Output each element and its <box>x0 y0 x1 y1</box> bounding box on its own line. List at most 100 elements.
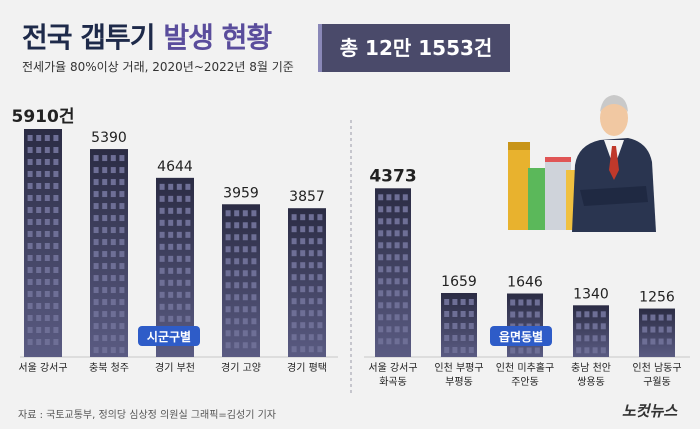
bar-window <box>378 206 384 213</box>
bar-window <box>291 250 297 257</box>
bar-window <box>518 299 524 306</box>
bar-window <box>185 291 191 298</box>
bar-window <box>468 310 474 317</box>
category-label: 충북 청주 <box>89 362 129 374</box>
bar-window <box>27 231 33 237</box>
bar-window <box>402 254 408 261</box>
bar-window <box>468 334 474 341</box>
bar-window <box>102 287 108 294</box>
bar-window <box>291 274 297 281</box>
bar-window <box>300 322 306 329</box>
bar-window <box>378 230 384 237</box>
bar-window <box>402 278 408 285</box>
bar-window <box>93 275 99 282</box>
bar-window <box>27 255 33 261</box>
face <box>600 100 628 136</box>
bar-window <box>402 314 408 321</box>
bar-window <box>650 326 656 333</box>
bar-window <box>102 347 108 354</box>
bar-window <box>460 310 466 317</box>
value-label: 1340 <box>573 286 609 302</box>
building-yellow <box>508 148 530 230</box>
bar-window <box>168 291 174 298</box>
bar-window <box>159 183 165 190</box>
building-yellow-roof <box>508 142 530 150</box>
bar-window <box>234 258 240 265</box>
bar-window <box>317 322 323 329</box>
bar-window <box>44 303 50 309</box>
bar-window <box>185 219 191 226</box>
bar-window <box>242 258 248 265</box>
bar-window <box>291 214 297 221</box>
bar-window <box>225 342 231 349</box>
bar-window <box>27 135 33 141</box>
bar-window <box>291 262 297 269</box>
bar-window <box>44 243 50 249</box>
category-label: 경기 고양 <box>221 361 261 374</box>
bar-window <box>510 347 516 354</box>
bar-window <box>225 330 231 337</box>
bar-window <box>110 227 116 234</box>
bar-window <box>394 314 400 321</box>
bar-window <box>300 214 306 221</box>
bar-window <box>110 311 116 318</box>
bar-window <box>119 287 125 294</box>
bar-window <box>53 267 59 273</box>
value-label: 5390 <box>91 130 127 146</box>
bar-window <box>110 323 116 330</box>
bar-window <box>225 282 231 289</box>
bar-window <box>225 318 231 325</box>
bar-window <box>44 267 50 273</box>
bar-window <box>93 191 99 198</box>
bar-window <box>185 243 191 250</box>
bar-window <box>242 222 248 229</box>
bar-window <box>402 242 408 249</box>
bar-window <box>44 135 50 141</box>
bar-window <box>102 239 108 246</box>
bar-window <box>44 315 50 321</box>
value-label: 4373 <box>369 166 416 186</box>
bar-window <box>308 214 314 221</box>
bar-window <box>93 263 99 270</box>
bar-window <box>93 299 99 306</box>
bar-window <box>394 194 400 201</box>
bar-window <box>534 347 540 354</box>
bar-window <box>225 246 231 253</box>
bar-window <box>176 315 182 322</box>
bar-window <box>251 234 257 241</box>
bar-window <box>308 322 314 329</box>
bar-window <box>234 294 240 301</box>
bar-window <box>308 310 314 317</box>
bar-window <box>102 167 108 174</box>
bar-window <box>27 315 33 321</box>
category-label: 충남 천안 <box>571 362 611 374</box>
bar-window <box>168 255 174 262</box>
bar-window <box>36 159 42 165</box>
bar-window <box>394 326 400 333</box>
bar-window <box>93 215 99 222</box>
bar-window <box>53 231 59 237</box>
bar-window <box>378 218 384 225</box>
bar-window <box>44 255 50 261</box>
category-label: 경기 평택 <box>287 361 327 374</box>
bar-window <box>394 242 400 249</box>
bar-window <box>119 299 125 306</box>
bar-window <box>119 179 125 186</box>
bar-window <box>394 290 400 297</box>
bar-window <box>93 155 99 162</box>
bar-window <box>159 207 165 214</box>
bar-window <box>53 339 59 345</box>
bar-window <box>534 299 540 306</box>
bar-window <box>44 231 50 237</box>
bar-window <box>308 262 314 269</box>
bar-window <box>386 242 392 249</box>
bar-window <box>394 218 400 225</box>
bar-window <box>526 311 532 318</box>
bar-window <box>317 226 323 233</box>
bar-window <box>27 279 33 285</box>
bar-window <box>110 203 116 210</box>
bar-window <box>444 346 450 353</box>
bar-window <box>53 243 59 249</box>
